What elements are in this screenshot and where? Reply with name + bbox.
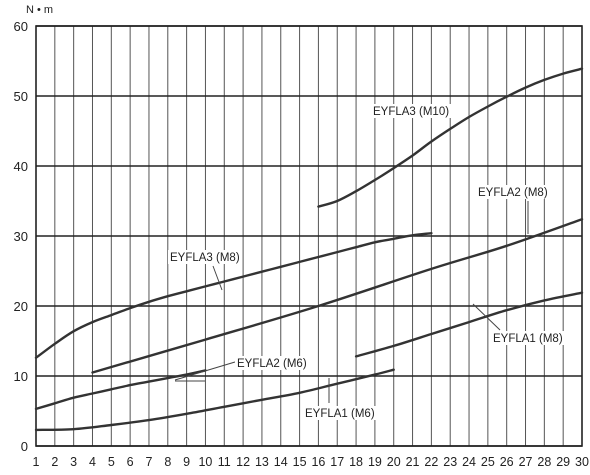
series-lines: [34, 67, 584, 432]
x-tick-label: 27: [519, 455, 533, 469]
x-tick-label: 22: [424, 455, 438, 469]
y-tick-label: 30: [14, 229, 28, 244]
x-tick-label: 15: [293, 455, 307, 469]
annotation-label-bg: [235, 356, 310, 370]
x-tick-label: 10: [198, 455, 212, 469]
y-tick-label: 60: [14, 19, 28, 34]
annotation-label-bg: [371, 104, 452, 118]
series-line: [354, 291, 584, 358]
x-tick-label: 13: [255, 455, 269, 469]
x-tick-label: 25: [481, 455, 495, 469]
x-tick-label: 2: [51, 455, 58, 469]
x-tick-label: 28: [537, 455, 551, 469]
x-tick-label: 30: [575, 455, 589, 469]
x-tick-label: 12: [236, 455, 250, 469]
y-tick-label: 40: [14, 159, 28, 174]
plot-frame: [35, 25, 583, 447]
y-tick-label: 50: [14, 89, 28, 104]
x-tick-label: 6: [127, 455, 134, 469]
grid: [35, 25, 583, 447]
annotation-label-bg: [491, 331, 566, 345]
x-tick-label: 1: [33, 455, 40, 469]
x-tick-label: 17: [330, 455, 344, 469]
annotation-label-bg: [303, 406, 378, 420]
x-tick-label: 14: [274, 455, 288, 469]
y-tick-label: 20: [14, 299, 28, 314]
annotation-leaders: [174, 201, 529, 403]
x-tick-label: 3: [70, 455, 77, 469]
annotation-leader: [174, 361, 236, 381]
series-line: [91, 218, 584, 374]
series-line: [34, 232, 433, 359]
series-line: [34, 369, 207, 411]
series-annotation-label: EYFLA3 (M10): [373, 106, 449, 118]
series-annotation-label: EYFLA3 (M8): [170, 252, 240, 264]
y-tick-label: 10: [14, 369, 28, 384]
x-tick-label: 8: [164, 455, 171, 469]
annotation-labels: EYFLA3 (M10) EYFLA3 (M8) EYFLA2 (M8) EYFLA2…: [168, 104, 566, 420]
annotation-label-bg: [168, 250, 243, 264]
annotation-leader: [212, 265, 223, 291]
series-annotation-label: EYFLA2 (M8): [478, 187, 548, 199]
x-tick-label: 9: [183, 455, 190, 469]
x-tick-label: 19: [368, 455, 382, 469]
x-tick-label: 7: [145, 455, 152, 469]
x-tick-label: 20: [387, 455, 401, 469]
x-tick-label: 29: [556, 455, 570, 469]
x-tick-label: 18: [349, 455, 363, 469]
series-annotation-label: EYFLA1 (M8): [493, 333, 563, 345]
x-tick-label: 21: [406, 455, 420, 469]
series-annotation-label: EYFLA1 (M6): [305, 408, 375, 420]
x-tick-label: 24: [462, 455, 476, 469]
x-tick-label: 16: [311, 455, 325, 469]
series-annotation-label: EYFLA2 (M6): [237, 358, 307, 370]
annotation-label-bg: [476, 185, 551, 199]
series-line: [34, 368, 395, 432]
x-tick-label: 5: [108, 455, 115, 469]
y-tick-label: 0: [21, 439, 28, 454]
axes: 1 2 3 4 5 6 7 8 9 10 11 12 13 14 15 16 17 18 19 20 21 22 23 24 2…: [14, 19, 589, 469]
x-tick-label: 23: [443, 455, 457, 469]
x-tick-label: 26: [500, 455, 514, 469]
x-tick-label: 4: [89, 455, 96, 469]
y-axis-unit-label: N • m: [26, 4, 53, 16]
series-line: [317, 67, 584, 208]
annotation-leader: [472, 303, 501, 331]
x-tick-label: 11: [218, 455, 231, 469]
